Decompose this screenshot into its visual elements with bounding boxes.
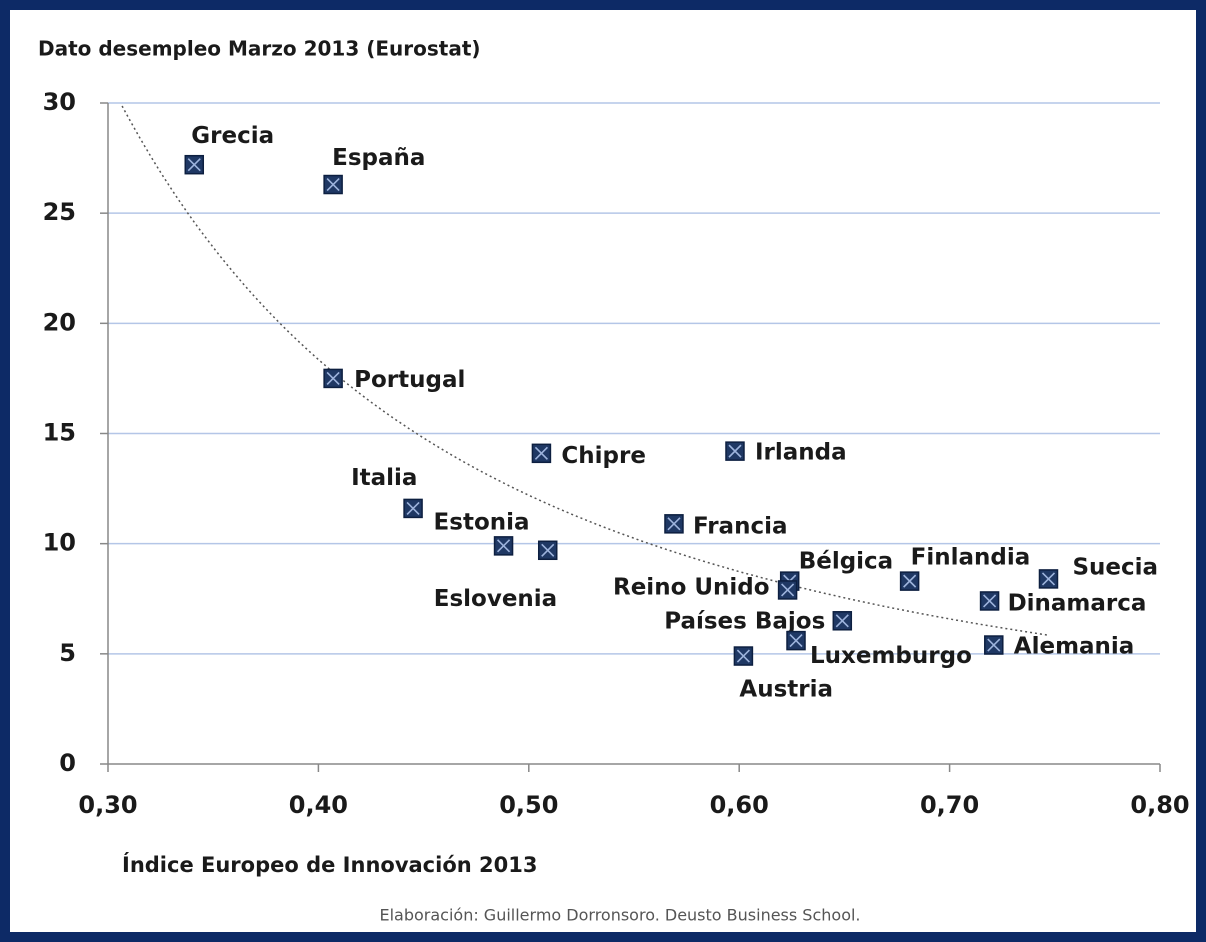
point-label: Francia [693,513,788,539]
marker-cross [1041,572,1056,586]
y-tick-label: 30 [43,88,76,116]
point-label: Bélgica [799,549,894,575]
marker-cross [326,371,340,385]
y-tick-label: 5 [59,639,76,667]
marker-cross [903,574,917,588]
marker-cross [187,158,201,172]
point-label: Portugal [354,367,465,393]
marker-cross [541,543,555,557]
point [899,571,920,591]
source-note: Elaboración: Guillermo Dorronsoro. Deust… [379,906,860,925]
x-tick-label: 0,40 [289,791,348,819]
marker-cross [728,444,742,458]
point [403,498,423,519]
point [531,443,552,464]
y-tick-label: 0 [59,749,76,777]
x-tick-label: 0,60 [710,791,769,819]
point-label: Alemania [1014,634,1135,660]
marker-cross [983,594,997,608]
point-label: Suecia [1072,554,1158,580]
y-tick-label: 20 [43,308,76,336]
y-tick-label: 25 [43,198,76,226]
point-label: Italia [351,465,417,491]
marker-cross [736,649,750,663]
point [786,630,806,651]
y-tick-label: 10 [43,529,76,557]
trendline [121,105,1049,636]
point-label: Austria [739,677,833,703]
point-label: Luxemburgo [810,643,972,669]
point [184,154,205,175]
point-label: Países Bajos [664,608,825,634]
x-tick-label: 0,80 [1130,791,1189,819]
point-label: Reino Unido [613,574,770,600]
point [725,441,745,461]
point [537,540,558,561]
point-label: Irlanda [755,440,847,466]
marker-cross [835,614,849,628]
point-label: Finlandia [911,545,1031,571]
marker-cross [667,517,681,531]
point [832,611,853,631]
marker-cross [326,177,340,192]
point-label: Dinamarca [1008,590,1147,616]
marker-cross [987,638,1001,652]
point-label: Chipre [561,443,646,469]
point-label: Grecia [191,123,274,149]
x-axis-title: Índice Europeo de Innovación 2013 [122,852,537,877]
marker-cross [496,539,511,553]
point [984,635,1004,655]
y-tick-label: 15 [43,419,76,447]
point [979,591,1000,611]
point [733,646,754,666]
point [777,580,798,600]
point [323,174,343,195]
point [493,536,514,556]
point-label: Eslovenia [434,586,557,612]
marker-cross [534,446,548,460]
marker-cross [781,583,795,597]
x-tick-label: 0,50 [499,791,558,819]
point-label: España [332,145,425,171]
chart-title: Dato desempleo Marzo 2013 (Eurostat) [38,37,481,61]
point [323,368,343,389]
point-label: Estonia [434,509,530,535]
marker-cross [789,634,803,648]
point [1038,569,1059,589]
x-tick-label: 0,70 [920,791,979,819]
marker-cross [406,501,420,515]
point [664,514,684,534]
x-tick-label: 0,30 [78,791,137,819]
